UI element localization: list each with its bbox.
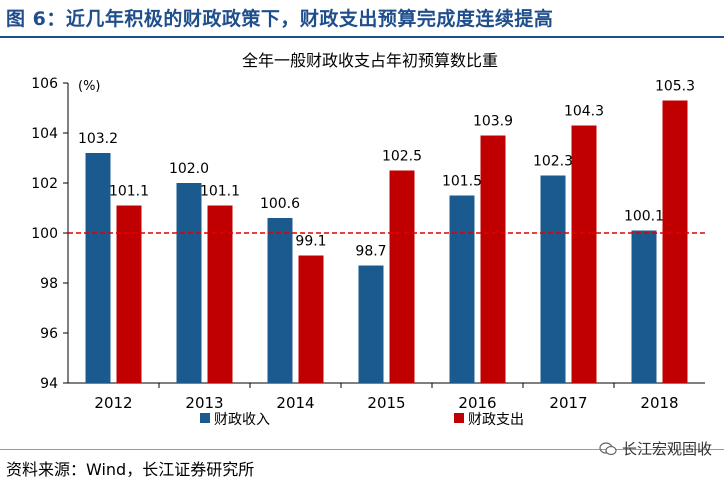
income-bar-2018 bbox=[631, 230, 657, 383]
x-tick-label-2014: 2014 bbox=[276, 394, 314, 412]
x-tick-label-2018: 2018 bbox=[640, 394, 678, 412]
x-tick-label-2015: 2015 bbox=[367, 394, 405, 412]
y-tick-label: 96 bbox=[40, 326, 58, 342]
income-value-label-2016: 101.5 bbox=[442, 174, 482, 190]
income-value-label-2018: 100.1 bbox=[624, 209, 664, 225]
expense-value-label-2015: 102.5 bbox=[382, 149, 422, 165]
income-bar-2015 bbox=[358, 265, 384, 383]
x-tick-label-2013: 2013 bbox=[185, 394, 223, 412]
income-bar-2013 bbox=[176, 183, 202, 383]
expense-value-label-2013: 101.1 bbox=[200, 184, 240, 200]
expense-bar-2017 bbox=[571, 125, 597, 383]
legend-label-income: 财政收入 bbox=[214, 412, 270, 428]
expense-value-label-2014: 99.1 bbox=[295, 234, 326, 250]
income-bar-2017 bbox=[540, 175, 566, 383]
income-bar-2012 bbox=[85, 153, 111, 383]
figure-title: 图 6：近几年积极的财政政策下，财政支出预算完成度连续提高 bbox=[6, 8, 554, 30]
expense-value-label-2017: 104.3 bbox=[564, 104, 604, 120]
y-tick-label: 94 bbox=[40, 376, 58, 392]
income-value-label-2012: 103.2 bbox=[78, 131, 118, 147]
legend-swatch-income bbox=[200, 413, 210, 423]
expense-value-label-2016: 103.9 bbox=[473, 114, 513, 130]
expense-bar-2012 bbox=[116, 205, 142, 383]
chart-title: 全年一般财政收支占年初预算数比重 bbox=[242, 51, 498, 70]
expense-value-label-2012: 101.1 bbox=[109, 184, 149, 200]
income-bar-2016 bbox=[449, 195, 475, 383]
expense-bar-2013 bbox=[207, 205, 233, 383]
income-value-label-2017: 102.3 bbox=[533, 154, 573, 170]
income-value-label-2013: 102.0 bbox=[169, 161, 209, 177]
watermark: 长江宏观固收 bbox=[599, 438, 712, 459]
expense-bar-2016 bbox=[480, 135, 506, 383]
income-bar-2014 bbox=[267, 218, 293, 383]
x-tick-label-2017: 2017 bbox=[549, 394, 587, 412]
watermark-text: 长江宏观固收 bbox=[621, 440, 712, 458]
expense-value-label-2018: 105.3 bbox=[655, 79, 695, 95]
x-tick-label-2012: 2012 bbox=[94, 394, 132, 412]
legend-swatch-expense bbox=[454, 413, 464, 423]
legend-label-expense: 财政支出 bbox=[468, 412, 524, 428]
x-tick-label-2016: 2016 bbox=[458, 394, 496, 412]
title-divider bbox=[0, 36, 724, 38]
income-value-label-2014: 100.6 bbox=[260, 196, 300, 212]
footer-divider bbox=[0, 449, 724, 450]
y-tick-label: 102 bbox=[31, 176, 58, 192]
wechat-icon bbox=[599, 441, 617, 455]
y-tick-label: 104 bbox=[31, 126, 58, 142]
expense-bar-2018 bbox=[662, 100, 688, 383]
expense-bar-2014 bbox=[298, 255, 324, 383]
y-axis-unit: (%) bbox=[78, 79, 101, 94]
source-note: 资料来源：Wind，长江证券研究所 bbox=[6, 460, 255, 479]
income-value-label-2015: 98.7 bbox=[355, 244, 386, 260]
y-tick-label: 106 bbox=[31, 76, 58, 92]
expense-bar-2015 bbox=[389, 170, 415, 383]
y-tick-label: 98 bbox=[40, 276, 58, 292]
y-tick-label: 100 bbox=[31, 226, 58, 242]
bar-chart: 全年一般财政收支占年初预算数比重 (%) 94 96 98 100 102 104 106 1… bbox=[31, 51, 705, 428]
